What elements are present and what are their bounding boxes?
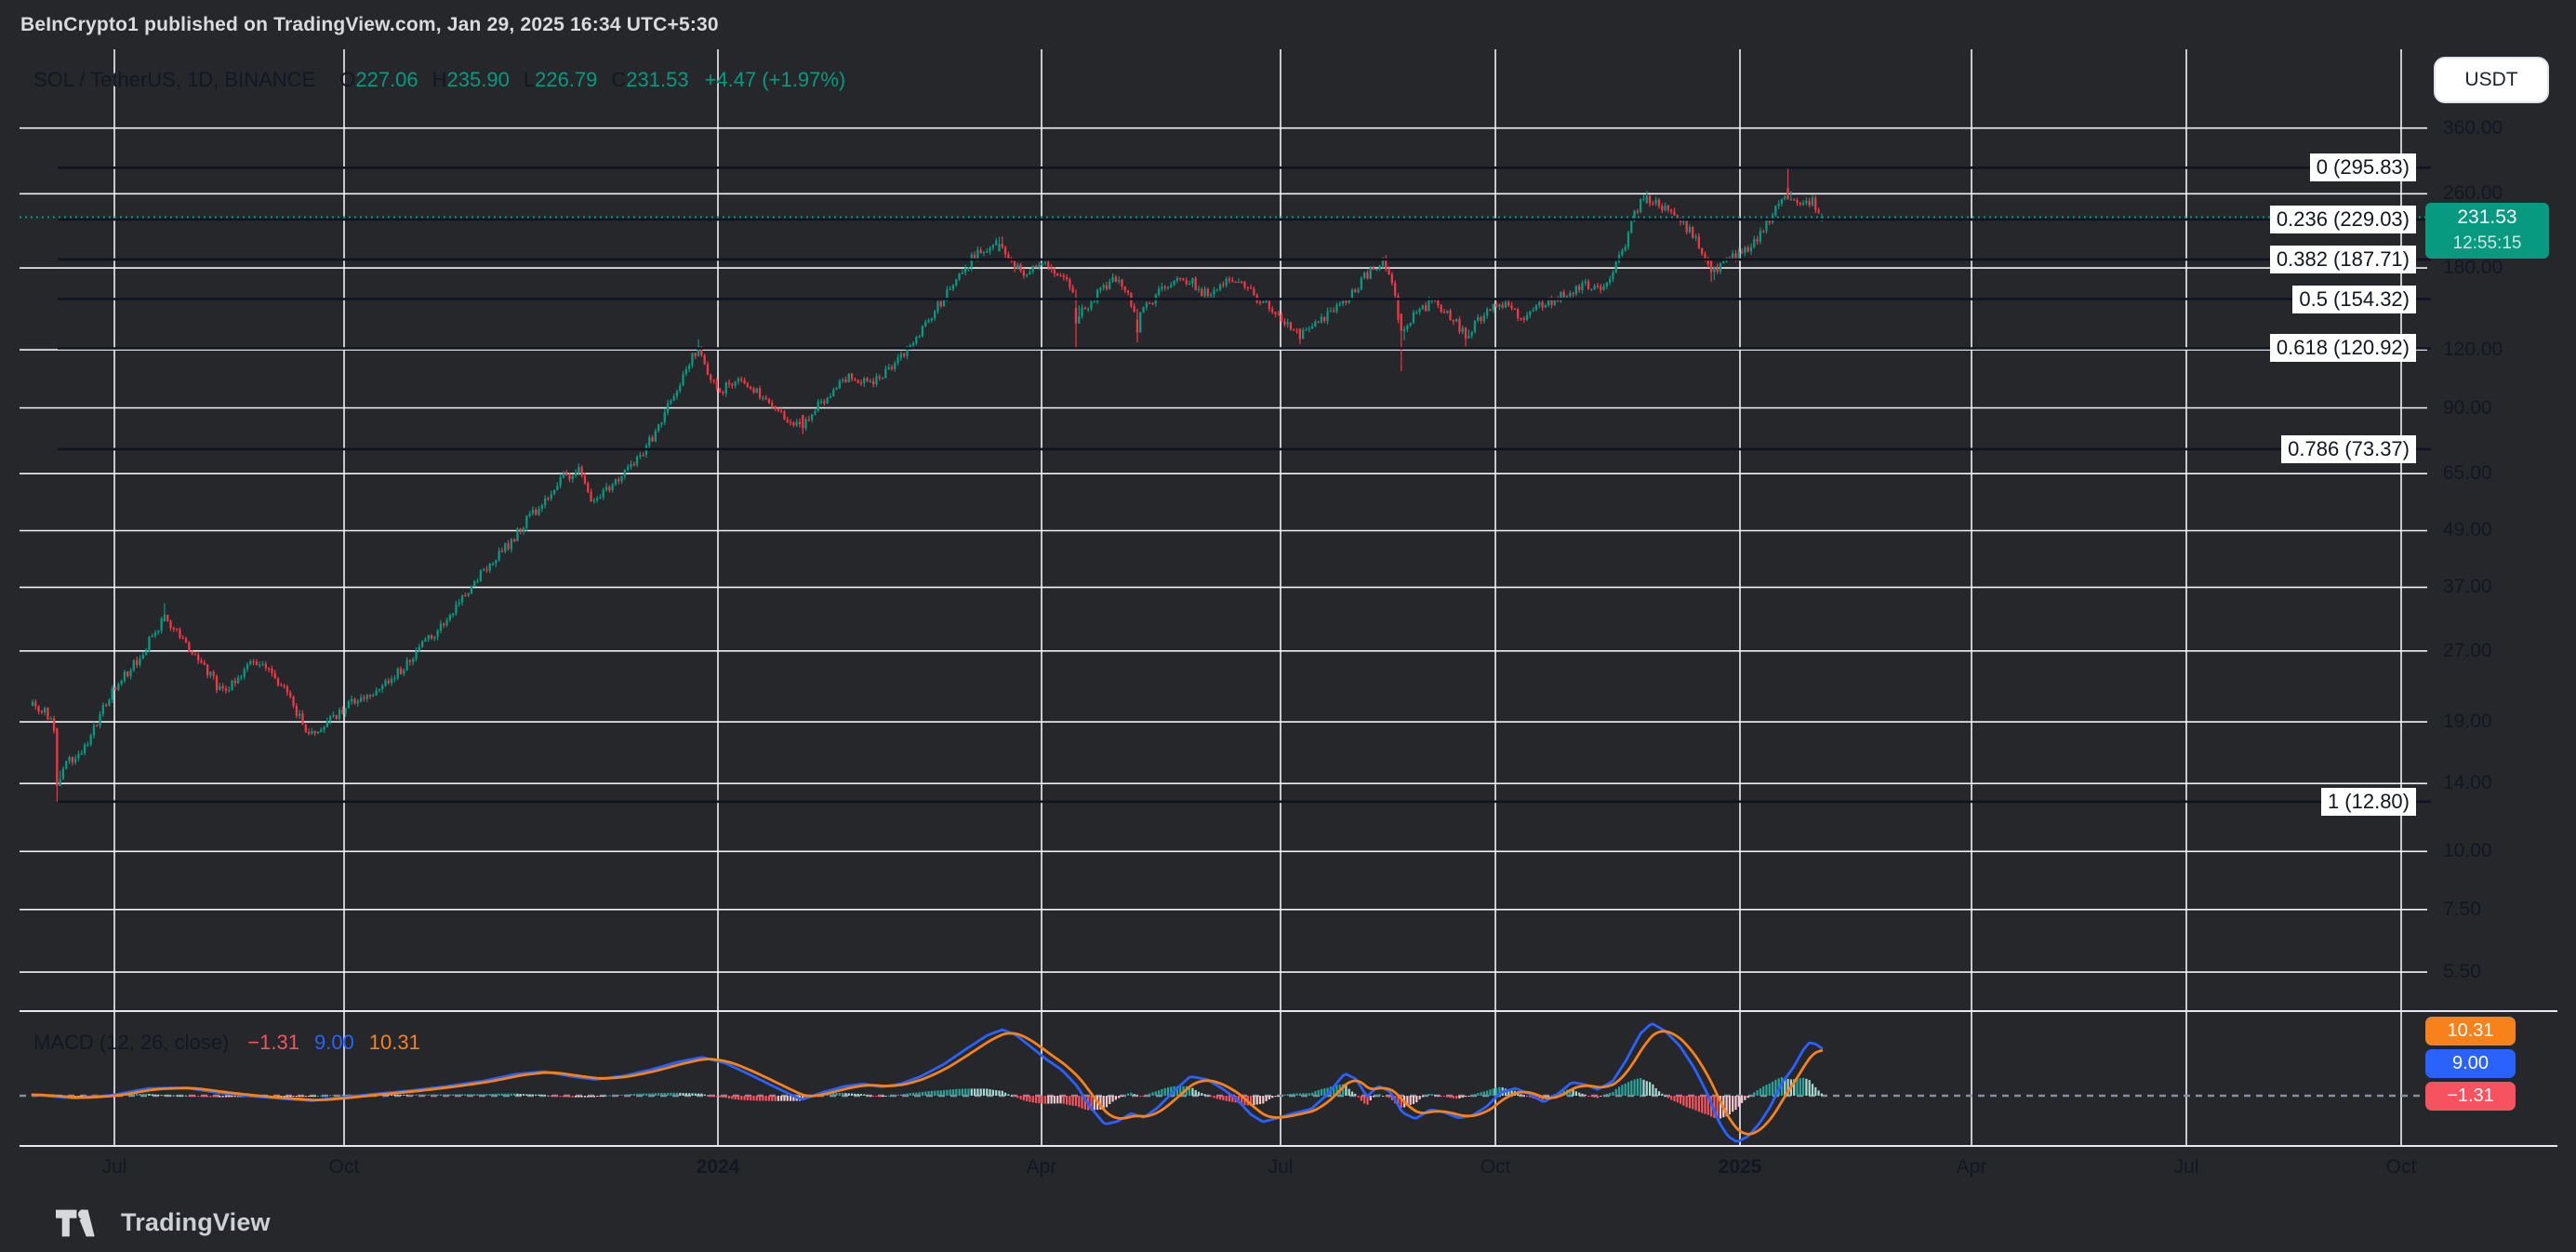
fib-level-label: 0.618 (120.92) (2269, 334, 2416, 363)
symbol-legend: SOL / TetherUS, 1D, BINANCE O 227.06 H 235… (33, 66, 845, 94)
price-tick-label: 180.00 (2443, 257, 2503, 279)
time-axis-label-jul: Jul (1268, 1156, 1294, 1178)
publish-text: BeInCrypto1 published on TradingView.com… (20, 13, 719, 35)
high-value: 235.90 (446, 68, 510, 91)
macd-legend-value: 10.31 (368, 1031, 420, 1054)
macd-legend-value: 9.00 (313, 1031, 354, 1054)
fib-retracement-lines[interactable] (58, 166, 2431, 804)
macd-legend: MACD (12, 26, close) −1.31 9.00 10.31 (33, 1029, 435, 1057)
time-scale[interactable]: Jul Oct 2024 Apr Jul Oct 2025 Apr Jul Oct (20, 1148, 2557, 1193)
tradingview-logo-icon (56, 1208, 95, 1236)
price-tick-label: 37.00 (2443, 576, 2492, 598)
macd-values: −1.31 9.00 10.31 (247, 1031, 435, 1055)
time-axis-label-jul: Jul (2173, 1156, 2199, 1178)
macd-value-badge: 9.00 (2425, 1049, 2516, 1078)
price-tick-label: 65.00 (2443, 462, 2492, 485)
macd-value-badge: 10.31 (2425, 1017, 2516, 1046)
price-tick-label: 10.00 (2443, 840, 2492, 862)
time-axis-label-jul: Jul (101, 1156, 127, 1178)
tradingview-logo[interactable]: TradingView (56, 1193, 271, 1252)
time-axis-label-oct: Oct (1480, 1156, 1511, 1178)
change-value: +4.47 (+1.97%) (704, 68, 846, 91)
open-value: 227.06 (355, 68, 418, 91)
current-price-value: 231.53 (2457, 206, 2517, 228)
currency-toggle-button[interactable]: USDT (2434, 57, 2549, 103)
symbol-title: SOL / TetherUS, 1D, BINANCE (33, 68, 316, 91)
macd-legend-value: −1.31 (247, 1031, 299, 1054)
time-axis-label-2025: 2025 (1718, 1156, 1762, 1178)
macd-title: MACD (12, 26, close) (33, 1031, 230, 1054)
fib-level-label: 0.236 (229.03) (2269, 205, 2416, 233)
time-axis-label-2024: 2024 (696, 1156, 740, 1178)
close-value: 231.53 (626, 68, 689, 91)
candles (31, 167, 1823, 802)
pane-separators (20, 1010, 2557, 1147)
price-tick-label: 7.50 (2443, 898, 2481, 920)
bar-countdown: 12:55:15 (2452, 233, 2522, 253)
grid (20, 49, 2427, 1146)
publish-bar: BeInCrypto1 published on TradingView.com… (0, 0, 2576, 49)
price-scale[interactable]: 360.00 260.00 180.00 120.00 90.00 65.00 49.00 3… (2429, 49, 2557, 1148)
time-axis-label-apr: Apr (1026, 1156, 1057, 1178)
price-tick-label: 260.00 (2443, 182, 2503, 205)
price-tick-label: 49.00 (2443, 519, 2492, 541)
low-value: 226.79 (535, 68, 598, 91)
macd-pane (20, 1022, 2425, 1143)
open-label: O (339, 68, 356, 91)
fib-level-label: 1 (12.80) (2320, 787, 2416, 816)
macd-value-badge: −1.31 (2425, 1082, 2516, 1111)
tradingview-brand-text: TradingView (121, 1208, 271, 1236)
time-axis-label-apr: Apr (1956, 1156, 1987, 1178)
current-price-badge: 231.53 12:55:15 (2425, 203, 2549, 259)
price-tick-label: 120.00 (2443, 339, 2503, 361)
price-tick-label: 5.50 (2443, 961, 2481, 983)
time-axis-label-oct: Oct (2385, 1156, 2417, 1178)
price-tick-label: 90.00 (2443, 396, 2492, 419)
high-label: H (432, 68, 447, 91)
price-tick-label: 14.00 (2443, 772, 2492, 794)
bottom-bar: TradingView (0, 1193, 2576, 1252)
low-label: L (523, 68, 536, 91)
close-label: C (611, 68, 627, 91)
price-tick-label: 360.00 (2443, 116, 2503, 139)
price-tick-label: 27.00 (2443, 639, 2492, 661)
time-axis-label-oct: Oct (328, 1156, 360, 1178)
fib-level-label: 0 (295.83) (2309, 153, 2416, 182)
fib-level-label: 0.786 (73.37) (2281, 434, 2416, 463)
price-tick-label: 19.00 (2443, 711, 2492, 733)
fib-level-label: 0.382 (187.71) (2269, 246, 2416, 274)
fib-level-label: 0.5 (154.32) (2292, 285, 2416, 313)
